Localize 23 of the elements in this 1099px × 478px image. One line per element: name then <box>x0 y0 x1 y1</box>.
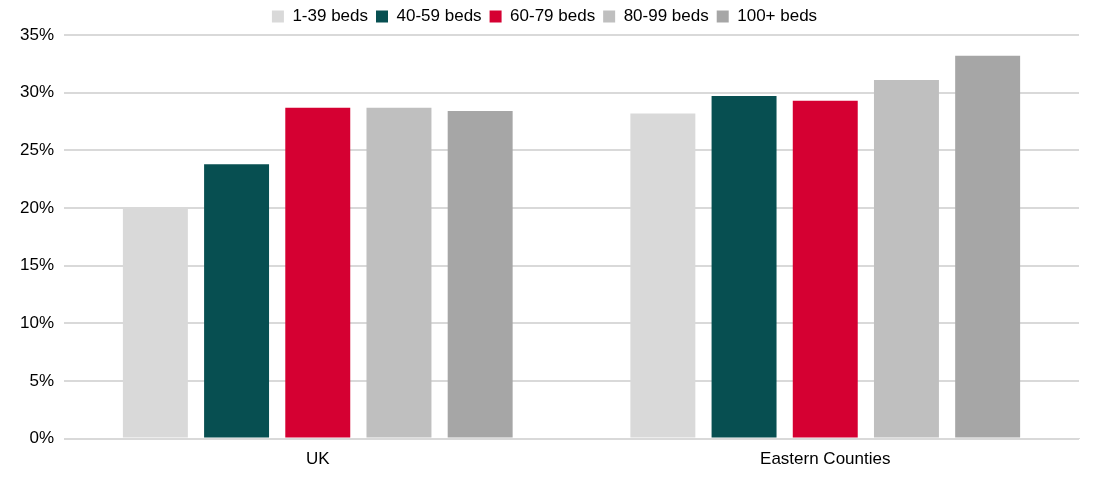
bar <box>792 100 858 438</box>
bar <box>366 107 432 438</box>
y-tick-label: 25% <box>19 140 55 159</box>
y-tick-label: 5% <box>29 370 55 390</box>
legend-label: 80-99 beds <box>623 6 709 26</box>
y-tick-label: 10% <box>19 312 55 332</box>
bar <box>955 55 1021 438</box>
y-tick-label: 35% <box>19 24 55 44</box>
y-tick-label: 15% <box>19 255 55 275</box>
legend-label: 100+ beds <box>737 6 818 26</box>
bar <box>447 111 513 438</box>
x-tick-label: UK <box>305 449 331 469</box>
y-tick-label: 20% <box>19 197 55 217</box>
y-tick-label: 30% <box>19 82 55 102</box>
x-tick-label: Eastern Counties <box>760 449 891 469</box>
legend-label: 60-79 beds <box>510 6 596 26</box>
y-tick-label: 0% <box>29 428 55 448</box>
bar <box>285 107 351 438</box>
bar <box>873 79 939 438</box>
legend-label: 1-39 beds <box>292 6 369 26</box>
bar <box>711 96 777 438</box>
bar <box>204 164 270 438</box>
legend-label: 40-59 beds <box>396 6 482 26</box>
